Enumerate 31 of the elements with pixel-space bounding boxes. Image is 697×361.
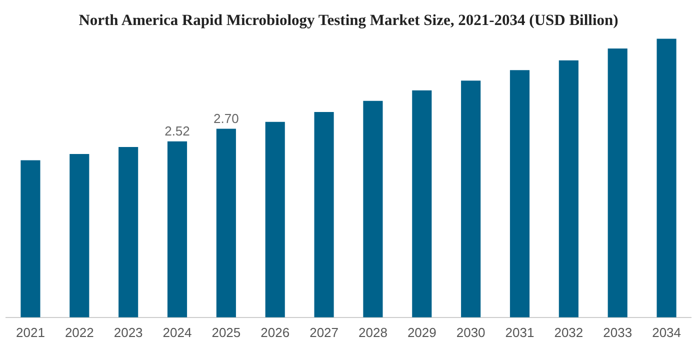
bar <box>656 38 676 318</box>
x-tick-label: 2027 <box>310 324 338 340</box>
bar <box>265 122 285 318</box>
data-label: 2.70 <box>214 110 239 126</box>
bar <box>558 60 578 318</box>
bar <box>118 146 138 318</box>
bar <box>363 100 383 318</box>
chart-title: North America Rapid Microbiology Testing Market Size, 2021-2034 (USD Billion) <box>78 12 620 31</box>
x-tick-label: 2034 <box>652 324 681 340</box>
x-tick-label: 2022 <box>64 324 94 340</box>
bar <box>167 141 188 318</box>
bar <box>216 128 236 318</box>
x-tick-label: 2024 <box>162 324 192 340</box>
bar <box>510 70 530 318</box>
x-tick-label: 2025 <box>212 324 241 340</box>
x-tick-label: 2026 <box>260 324 290 340</box>
bar <box>412 90 432 318</box>
bar <box>608 48 628 318</box>
data-label: 2.52 <box>164 123 190 138</box>
x-tick-label: 2028 <box>358 324 388 340</box>
bar <box>70 154 90 318</box>
bar <box>314 112 334 318</box>
x-tick-label: 2021 <box>16 324 45 340</box>
x-tick-label: 2030 <box>456 324 486 340</box>
x-tick-label: 2029 <box>407 324 436 340</box>
x-tick-label: 2031 <box>505 324 534 340</box>
x-tick-label: 2032 <box>554 324 584 340</box>
bar <box>461 80 481 318</box>
x-tick-label: 2033 <box>603 324 632 340</box>
x-tick-label: 2023 <box>114 324 143 340</box>
bar <box>20 160 40 318</box>
